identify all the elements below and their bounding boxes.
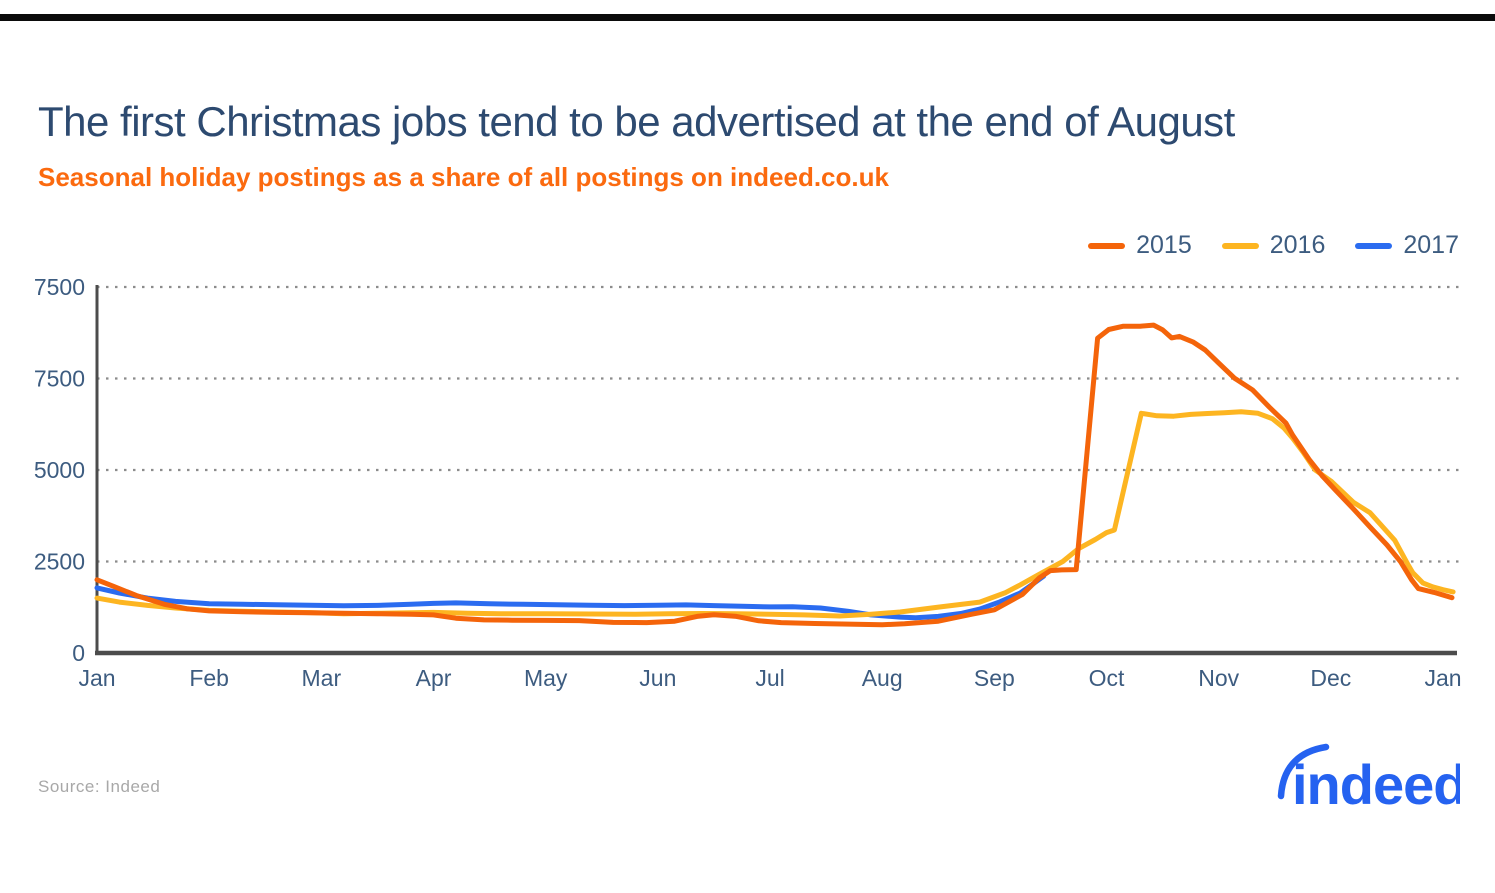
legend-label-2017: 2017 bbox=[1403, 231, 1459, 259]
indeed-logo-text: indeed bbox=[1292, 753, 1460, 816]
x-tick-label-nov: Nov bbox=[1198, 665, 1239, 691]
x-tick-label-oct: Oct bbox=[1089, 665, 1125, 691]
y-tick-label: 5000 bbox=[34, 457, 85, 483]
legend-label-2015: 2015 bbox=[1136, 231, 1192, 259]
x-tick-label-dec: Dec bbox=[1310, 665, 1351, 691]
chart-legend: 2015 2016 2017 bbox=[1088, 231, 1459, 260]
legend-item-2017: 2017 bbox=[1355, 231, 1459, 260]
indeed-logo: indeed bbox=[1277, 743, 1460, 816]
series-line-2015 bbox=[94, 322, 1455, 628]
x-tick-label-apr: Apr bbox=[416, 665, 452, 691]
y-tick-label: 2500 bbox=[34, 549, 85, 575]
y-tick-label: 7500 bbox=[34, 366, 85, 392]
x-tick-label-jan: Jan bbox=[78, 665, 115, 691]
x-tick-label-sep: Sep bbox=[974, 665, 1015, 691]
source-note: Source: Indeed bbox=[38, 777, 161, 796]
x-tick-label-jan-end: Jan bbox=[1424, 665, 1461, 691]
x-tick-label-jul: Jul bbox=[755, 665, 784, 691]
y-tick-label: 0 bbox=[72, 640, 85, 666]
indeed-logo-swoosh-icon bbox=[1277, 743, 1330, 800]
top-bar-rule bbox=[0, 14, 1495, 21]
line-chart: 0 2500 5000 7500 7500 Jan Feb Mar Apr May Jun Jul Au… bbox=[34, 274, 1462, 691]
series-line-2017 bbox=[94, 573, 1047, 621]
x-tick-label-may: May bbox=[524, 665, 568, 691]
legend-item-2016: 2016 bbox=[1221, 231, 1326, 260]
legend-swatch-2017 bbox=[1355, 242, 1393, 249]
x-tick-label-jun: Jun bbox=[639, 665, 676, 691]
legend-swatch-2015 bbox=[1088, 242, 1126, 249]
page-title: The first Christmas jobs tend to be adve… bbox=[38, 98, 1235, 145]
legend-item-2015: 2015 bbox=[1088, 231, 1192, 260]
legend-label-2016: 2016 bbox=[1269, 231, 1326, 259]
x-tick-label-aug: Aug bbox=[862, 665, 903, 691]
x-tick-label-mar: Mar bbox=[302, 665, 342, 691]
legend-swatch-2016 bbox=[1221, 242, 1259, 249]
x-tick-label-feb: Feb bbox=[189, 665, 229, 691]
series-line-2016 bbox=[94, 409, 1456, 619]
y-tick-label: 7500 bbox=[34, 274, 85, 300]
page-subtitle: Seasonal holiday postings as a share of … bbox=[38, 162, 889, 192]
